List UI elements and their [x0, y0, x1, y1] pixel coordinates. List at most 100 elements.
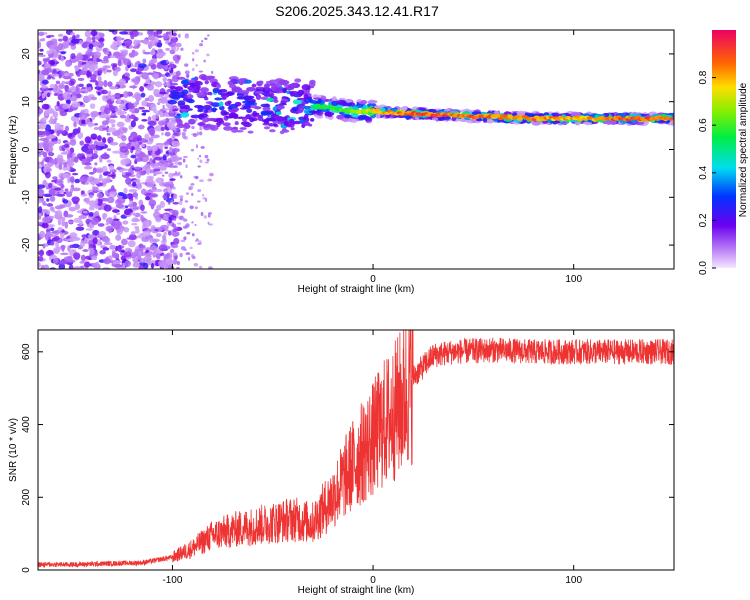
spectrogram-cell	[167, 106, 172, 109]
spectrogram-cell	[162, 234, 167, 241]
spectrogram-cell	[204, 37, 208, 41]
spectrogram-cell	[207, 178, 213, 182]
spectrogram-cell	[124, 157, 131, 164]
spectrogram-cell	[101, 137, 107, 144]
spectrogram-cell	[175, 70, 181, 77]
spectrogram-cell	[74, 178, 80, 184]
spectrogram-cell	[283, 81, 288, 88]
spectrogram-cell	[59, 110, 68, 117]
spectrogram-cell	[246, 108, 253, 114]
spectrogram-cell	[71, 243, 80, 249]
spectrogram-cell	[97, 76, 102, 82]
spectrogram-cell	[258, 80, 264, 85]
spectrogram-cell	[301, 121, 310, 126]
spectrogram-cell	[336, 99, 347, 106]
spectrogram-cell	[173, 217, 177, 222]
spectrogram-cell	[195, 64, 198, 67]
spectrogram-cell	[533, 115, 540, 119]
spectrogram-cell	[605, 120, 612, 125]
spectrogram-cell	[85, 69, 92, 78]
spectrogram-cell	[99, 241, 103, 246]
spectrogram-cell	[325, 111, 332, 117]
spectrogram-cell	[61, 220, 66, 227]
spectrogram-cell	[100, 59, 110, 64]
spectrogram-cell	[174, 255, 178, 260]
spectrogram-cell	[159, 110, 164, 118]
spectrogram-cell	[67, 176, 71, 184]
spectrogram-cell	[169, 248, 175, 254]
spectrogram-cell	[88, 243, 93, 249]
spectrogram-cell	[38, 255, 44, 262]
spectrogram-cell	[80, 109, 86, 113]
spectrogram-cell	[42, 151, 48, 158]
spectrogram-cell	[212, 87, 220, 93]
spectrogram-cell	[200, 211, 204, 217]
spectrogram-cell	[69, 152, 73, 159]
spectrogram-cell	[58, 83, 65, 89]
spectrogram-cell	[81, 234, 88, 238]
spectrogram-cell	[88, 200, 97, 207]
spectrogram-cell	[202, 117, 210, 123]
spectrogram-cell	[162, 155, 167, 161]
spectrogram-cell	[188, 256, 191, 261]
spectrogram-cell	[90, 74, 97, 81]
spectrogram-cell	[55, 80, 61, 85]
snr-y-axis-label: SNR (10 * v/v)	[8, 418, 19, 482]
spectrogram-cell	[106, 132, 111, 136]
spectrogram-cell	[63, 256, 72, 262]
spectrogram-cell	[126, 76, 131, 81]
spectrogram-cell	[298, 106, 305, 112]
spectrogram-cell	[105, 222, 109, 226]
spectrogram-cell	[123, 72, 130, 78]
spectrogram-cell	[100, 113, 106, 119]
spectrogram-cell	[132, 262, 141, 268]
spectrogram-cell	[146, 78, 151, 85]
spectrogram-cell	[237, 81, 246, 85]
spectrogram-cell	[255, 86, 265, 90]
spectrogram-cell	[116, 121, 125, 128]
spectrogram-cell	[90, 112, 98, 116]
spectrogram-cell	[251, 83, 257, 88]
spectrogram-cell	[353, 106, 358, 111]
spectrogram-cell	[47, 249, 53, 256]
spectrogram-cell	[194, 49, 199, 53]
spectrogram-cell	[130, 68, 137, 73]
spectrogram-cell	[163, 141, 169, 145]
spectrogram-cell	[152, 159, 156, 164]
spectrogram-cell	[297, 89, 305, 96]
spectrogram-cell	[49, 44, 58, 52]
spectrogram-cell	[79, 176, 88, 183]
spectrogram-cell	[182, 211, 186, 214]
spectrogram-cell	[50, 240, 55, 246]
spectrogram-cell	[81, 119, 87, 125]
spectrogram-cell	[235, 129, 244, 133]
spectrogram-cell	[140, 244, 146, 249]
spectrogram-cell	[177, 100, 186, 106]
spectrogram-cell	[132, 192, 139, 198]
spectrogram-cell	[247, 130, 254, 134]
spectrogram-cell	[248, 101, 255, 106]
spectrogram-cell	[160, 240, 165, 243]
x-tick-label: -100	[162, 575, 182, 586]
spectrogram-cell	[191, 221, 194, 224]
spectrogram-cell	[112, 70, 118, 77]
spectrogram-cell	[68, 206, 77, 212]
spectrogram-cell	[208, 223, 214, 226]
spectrogram-cell	[204, 197, 208, 202]
spectrogram-cell	[146, 168, 150, 176]
spectrogram-cell	[351, 118, 357, 123]
spectrogram-cell	[64, 214, 74, 218]
spectrogram-cell	[79, 140, 85, 146]
spectrogram-cell	[375, 113, 381, 119]
spectrogram-cell	[97, 92, 101, 96]
spectrogram-cell	[246, 86, 256, 92]
colorbar-tick-label: 0.0	[698, 261, 709, 275]
spectrogram-cell	[117, 98, 122, 104]
spectrogram-cell	[156, 35, 163, 38]
spectrogram-cell	[182, 104, 190, 110]
spectrogram-cell	[57, 218, 62, 226]
spectrogram-cell	[142, 262, 149, 269]
spectrogram-cell	[100, 111, 105, 115]
spectrogram-cell	[55, 158, 64, 162]
spectrogram-cell	[60, 244, 66, 250]
